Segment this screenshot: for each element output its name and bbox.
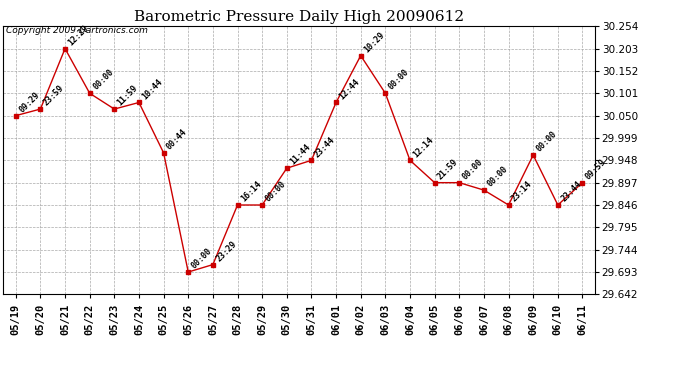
Text: 09:59: 09:59	[584, 157, 608, 181]
Text: Copyright 2009 Dartronics.com: Copyright 2009 Dartronics.com	[6, 26, 148, 35]
Text: 23:44: 23:44	[313, 135, 337, 159]
Text: 12:14: 12:14	[411, 135, 435, 159]
Text: 00:00: 00:00	[386, 68, 411, 92]
Text: 09:29: 09:29	[17, 90, 41, 114]
Text: 12:44: 12:44	[337, 77, 362, 101]
Text: 16:14: 16:14	[239, 180, 263, 204]
Text: 00:00: 00:00	[91, 68, 115, 92]
Text: 23:44: 23:44	[559, 180, 583, 204]
Text: 00:00: 00:00	[461, 157, 484, 181]
Text: 23:59: 23:59	[42, 84, 66, 108]
Text: 10:29: 10:29	[362, 30, 386, 54]
Title: Barometric Pressure Daily High 20090612: Barometric Pressure Daily High 20090612	[134, 10, 464, 24]
Text: 21:59: 21:59	[436, 157, 460, 181]
Text: 10:44: 10:44	[140, 77, 164, 101]
Text: 00:00: 00:00	[264, 180, 288, 204]
Text: 23:14: 23:14	[510, 180, 534, 204]
Text: 11:59: 11:59	[116, 84, 140, 108]
Text: 12:29: 12:29	[66, 23, 90, 47]
Text: 00:44: 00:44	[165, 128, 189, 152]
Text: 00:00: 00:00	[190, 247, 214, 271]
Text: 11:44: 11:44	[288, 143, 313, 167]
Text: 00:00: 00:00	[535, 130, 559, 154]
Text: 00:00: 00:00	[485, 165, 509, 189]
Text: 23:29: 23:29	[215, 239, 238, 263]
